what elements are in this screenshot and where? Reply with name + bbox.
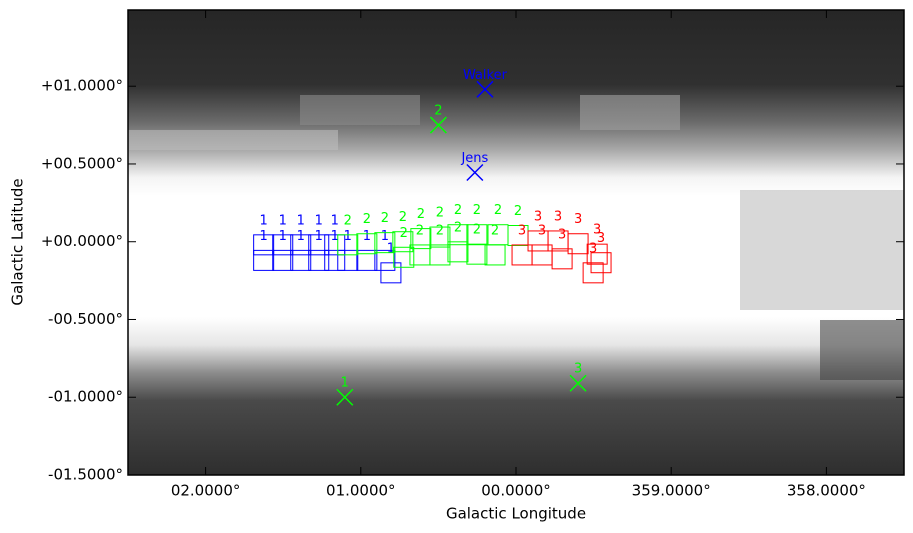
x-tick-label: 358.0000° xyxy=(787,482,866,500)
pointing-label: 2 xyxy=(436,206,444,221)
pointing-label: 2 xyxy=(454,203,462,218)
pointing-label: 1 xyxy=(260,213,268,228)
x-tick-label: 01.0000° xyxy=(326,482,396,500)
pointing-square xyxy=(429,244,451,266)
pointing-square xyxy=(272,234,294,256)
pointing-square xyxy=(393,246,415,268)
pointing-label: 3 xyxy=(538,223,546,238)
pointing-square xyxy=(356,249,378,271)
pointing-label: 3 xyxy=(534,209,542,224)
pointing-square xyxy=(380,262,402,284)
pointing-label: 1 xyxy=(279,229,287,244)
target-cross xyxy=(476,80,494,98)
target-label: Walker xyxy=(463,68,508,83)
y-axis-label: Galactic Latitude xyxy=(9,178,27,305)
sky-patch xyxy=(580,95,680,130)
pointing-label: 1 xyxy=(331,213,339,228)
pointing-label: 3 xyxy=(597,231,605,246)
target-label: 2 xyxy=(434,104,442,119)
y-tick-label: +00.0000° xyxy=(41,232,123,250)
target-label: Jens xyxy=(460,151,488,166)
y-tick-label: -01.0000° xyxy=(48,388,123,406)
pointing-square xyxy=(590,252,612,274)
pointing-label: 2 xyxy=(491,223,499,238)
x-tick-label: 00.0000° xyxy=(481,482,551,500)
pointing-square xyxy=(484,244,506,266)
pointing-label: 2 xyxy=(363,212,371,227)
pointing-square xyxy=(253,234,275,256)
pointing-square xyxy=(272,249,294,271)
pointing-label: 3 xyxy=(558,227,566,242)
pointing-square xyxy=(337,249,359,271)
pointing-square xyxy=(466,224,488,246)
pointing-label: 2 xyxy=(417,207,425,222)
pointing-label: 1 xyxy=(297,229,305,244)
pointing-label: 2 xyxy=(381,211,389,226)
pointing-square xyxy=(410,228,432,250)
pointing-square xyxy=(324,234,346,256)
sky-patch xyxy=(740,190,904,310)
pointing-label: 3 xyxy=(593,223,601,238)
pointing-label: 1 xyxy=(344,229,352,244)
pointing-label: 2 xyxy=(514,204,522,219)
pointing-label: 3 xyxy=(574,212,582,227)
pointing-square xyxy=(551,248,573,270)
sky-patch xyxy=(300,95,420,125)
x-axis-label: Galactic Longitude xyxy=(446,505,586,523)
pointing-label: 3 xyxy=(518,223,526,238)
pointing-label: 2 xyxy=(399,210,407,225)
pointing-label: 1 xyxy=(315,213,323,228)
pointing-label: 1 xyxy=(315,229,323,244)
pointing-label: 1 xyxy=(381,229,389,244)
pointing-square xyxy=(290,234,312,256)
pointing-label: 2 xyxy=(494,203,502,218)
pointing-label: 2 xyxy=(473,203,481,218)
sky-patch xyxy=(820,320,904,380)
target-label: 1 xyxy=(341,376,349,391)
pointing-square xyxy=(308,234,330,256)
pointing-label: 1 xyxy=(387,241,395,256)
pointing-label: 1 xyxy=(279,213,287,228)
pointing-label: 1 xyxy=(297,213,305,228)
pointing-square xyxy=(308,249,330,271)
pointing-label: 2 xyxy=(344,213,352,228)
pointing-label: 2 xyxy=(473,223,481,238)
pointing-square xyxy=(392,231,414,253)
y-tick-label: +01.0000° xyxy=(41,77,123,95)
pointing-square xyxy=(290,249,312,271)
pointing-square xyxy=(374,249,396,271)
pointing-label: 3 xyxy=(589,241,597,256)
y-tick-label: +00.5000° xyxy=(41,154,123,172)
pointing-square xyxy=(337,234,359,256)
pointing-label: 2 xyxy=(454,220,462,235)
pointing-square xyxy=(324,249,346,271)
pointing-label: 2 xyxy=(416,223,424,238)
pointing-square xyxy=(447,224,469,246)
y-tick-label: -00.5000° xyxy=(48,310,123,328)
pointing-label: 2 xyxy=(436,223,444,238)
pointing-square xyxy=(429,226,451,248)
x-tick-label: 02.0000° xyxy=(171,482,241,500)
target-cross xyxy=(336,388,354,406)
target-cross xyxy=(466,163,484,182)
pointing-label: 3 xyxy=(554,209,562,224)
pointing-label: 1 xyxy=(363,229,371,244)
pointing-label: 1 xyxy=(260,229,268,244)
sky-patch xyxy=(128,130,338,150)
pointing-square xyxy=(447,241,469,263)
x-tick-label: 359.0000° xyxy=(632,482,711,500)
y-tick-label: -01.5000° xyxy=(48,466,123,484)
pointing-square xyxy=(253,249,275,271)
pointing-label: 1 xyxy=(331,229,339,244)
pointing-square xyxy=(466,243,488,265)
pointing-square xyxy=(356,233,378,255)
pointing-square xyxy=(586,243,608,265)
target-cross xyxy=(569,374,587,392)
target-label: 3 xyxy=(574,362,582,377)
target-cross xyxy=(429,116,447,134)
pointing-label: 2 xyxy=(400,226,408,241)
pointing-square xyxy=(374,232,396,254)
